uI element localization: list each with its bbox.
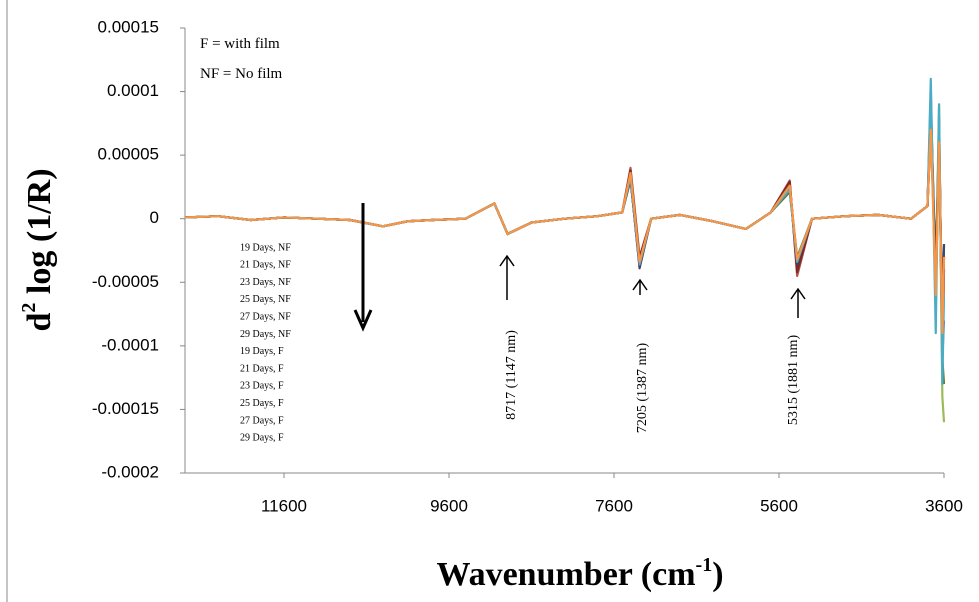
y-axis-label: d2 log (1/R) <box>18 168 58 331</box>
annotation: 8717 (1147 nm) <box>504 330 519 420</box>
y-label-text: log (1/R) <box>21 168 58 302</box>
x-tick-label: 5600 <box>760 496 798 515</box>
legend-entry: 25 Days, NF <box>240 294 291 305</box>
series-line <box>184 77 946 386</box>
x-tick-label: 9600 <box>430 496 468 515</box>
y-tick-label: -0.0001 <box>101 335 159 354</box>
plot-area <box>184 77 946 423</box>
y-tick-label: 0 <box>150 208 159 227</box>
legend-entry: 27 Days, F <box>240 415 284 426</box>
legend-entry: 21 Days, F <box>240 363 284 374</box>
series-line <box>184 103 946 347</box>
y-label-text: d <box>21 313 58 332</box>
y-tick-label: -0.00005 <box>92 272 159 291</box>
x-axis-label: Wavenumber (cm-1) <box>436 554 723 593</box>
y-tick-label: 0.00015 <box>98 17 159 36</box>
series-line <box>184 115 946 385</box>
series-line <box>184 103 946 423</box>
series-line <box>184 128 946 322</box>
arrow-head <box>499 254 515 267</box>
note: F = with film <box>200 36 280 52</box>
legend-entry: 21 Days, NF <box>240 260 291 271</box>
x-tick-label: 3600 <box>925 496 963 515</box>
annotation: 5315 (1881 nm) <box>786 335 801 426</box>
legend-entry: 23 Days, F <box>240 381 284 392</box>
note: NF = No film <box>200 66 283 82</box>
x-tick-label: 7600 <box>595 496 633 515</box>
y-tick-label: 0.0001 <box>107 81 159 100</box>
annotation: 7205 (1387 nm) <box>635 343 650 434</box>
series-line <box>184 103 946 347</box>
x-label-text: ) <box>712 556 723 593</box>
series-line <box>184 128 946 335</box>
series-line <box>184 115 946 373</box>
arrow-head <box>632 278 648 291</box>
x-label-text: Wavenumber (cm <box>436 556 695 593</box>
legend-entry: 19 Days, F <box>240 346 284 357</box>
y-label-sup: 2 <box>18 303 40 313</box>
x-label-sup: -1 <box>696 554 713 576</box>
legend-entry: 23 Days, NF <box>240 277 291 288</box>
arrow-head <box>353 309 373 332</box>
legend-entry: 27 Days, NF <box>240 311 291 322</box>
y-tick-label: -0.0002 <box>101 462 159 481</box>
series-line <box>184 115 946 335</box>
legend-entry: 25 Days, F <box>240 398 284 409</box>
y-tick-label: 0.00005 <box>98 145 159 164</box>
legend-entry: 29 Days, F <box>240 433 284 444</box>
series-line <box>184 103 946 347</box>
x-tick-label: 11600 <box>261 496 307 515</box>
legend-entry: 19 Days, NF <box>240 242 291 253</box>
y-tick-label: -0.00015 <box>92 399 159 418</box>
series-line <box>184 90 946 360</box>
legend-entry: 29 Days, NF <box>240 329 291 340</box>
arrow-head <box>790 287 806 300</box>
